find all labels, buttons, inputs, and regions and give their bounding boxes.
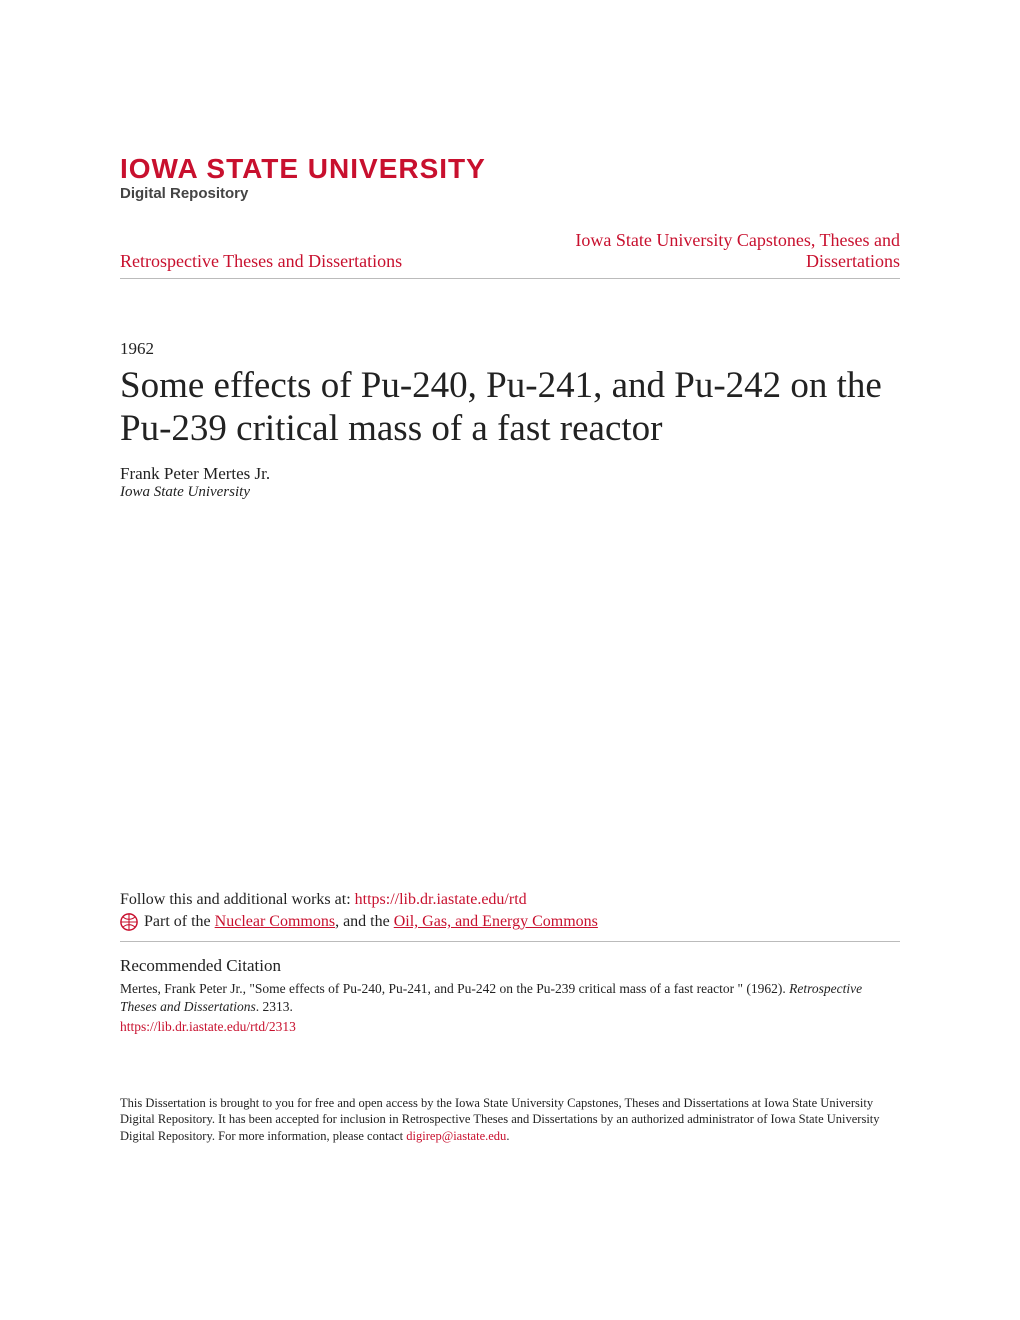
footer-text-suffix: . (506, 1129, 509, 1143)
university-name: IOWA STATE UNIVERSITY (120, 155, 900, 183)
collection-link-left[interactable]: Retrospective Theses and Dissertations (120, 251, 402, 272)
publication-year: 1962 (120, 339, 900, 359)
follow-url-link[interactable]: https://lib.dr.iastate.edu/rtd (355, 891, 527, 908)
citation-link[interactable]: https://lib.dr.iastate.edu/rtd/2313 (120, 1019, 900, 1035)
repository-subtitle: Digital Repository (120, 185, 900, 202)
footer-email-link[interactable]: digirep@iastate.edu (406, 1129, 506, 1143)
footer-note: This Dissertation is brought to you for … (120, 1095, 900, 1146)
citation-body: Mertes, Frank Peter Jr., "Some effects o… (120, 980, 900, 1016)
partof-text: Part of the Nuclear Commons, and the Oil… (144, 913, 598, 931)
follow-prefix: Follow this and additional works at: (120, 891, 355, 908)
citation-text-suffix: . 2313. (256, 999, 293, 1014)
author-name: Frank Peter Mertes Jr. (120, 464, 900, 484)
collection-link-right[interactable]: Iowa State University Capstones, Theses … (520, 230, 900, 272)
partof-joiner: , and the (335, 913, 394, 930)
follow-line: Follow this and additional works at: htt… (120, 891, 900, 909)
citation-text-prefix: Mertes, Frank Peter Jr., "Some effects o… (120, 981, 789, 996)
network-icon (120, 913, 138, 931)
commons-link-2[interactable]: Oil, Gas, and Energy Commons (394, 913, 598, 930)
commons-link-1[interactable]: Nuclear Commons (215, 913, 335, 930)
partof-prefix: Part of the (144, 913, 215, 930)
follow-block: Follow this and additional works at: htt… (120, 891, 900, 942)
document-title: Some effects of Pu-240, Pu-241, and Pu-2… (120, 365, 900, 450)
breadcrumb-row: Retrospective Theses and Dissertations I… (120, 230, 900, 279)
citation-block: Recommended Citation Mertes, Frank Peter… (120, 956, 900, 1034)
document-page: IOWA STATE UNIVERSITY Digital Repository… (0, 0, 1020, 1205)
logo-block: IOWA STATE UNIVERSITY Digital Repository (120, 155, 900, 202)
partof-line: Part of the Nuclear Commons, and the Oil… (120, 913, 900, 931)
citation-heading: Recommended Citation (120, 956, 900, 976)
author-affiliation: Iowa State University (120, 484, 900, 501)
